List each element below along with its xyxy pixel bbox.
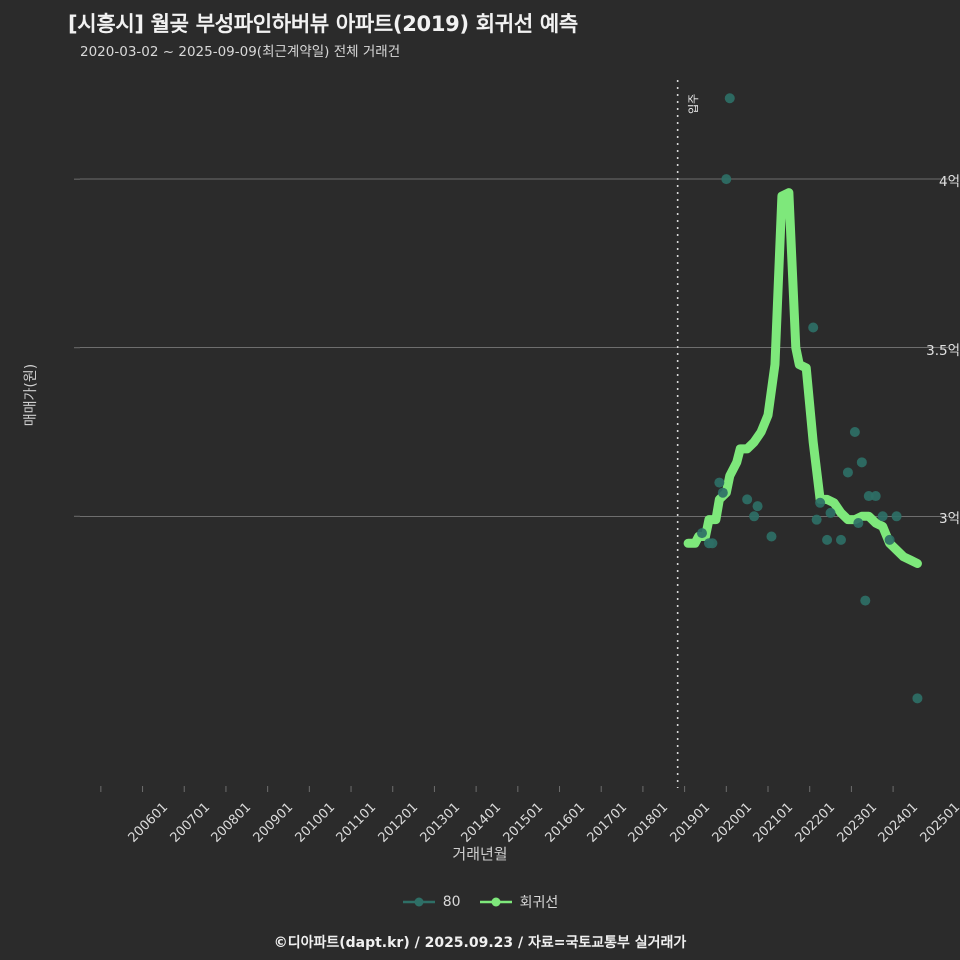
scatter-point xyxy=(811,514,822,525)
scatter-points xyxy=(696,93,923,704)
x-axis-title: 거래년월 xyxy=(452,845,508,863)
scatter-point xyxy=(724,93,735,104)
scatter-point xyxy=(822,534,833,545)
scatter-point xyxy=(853,518,864,529)
footer-credit: ©디아파트(dapt.kr) / 2025.09.23 / 자료=국토교통부 실… xyxy=(273,935,687,951)
scatter-point xyxy=(721,174,732,185)
legend-item[interactable]: 80 xyxy=(402,894,461,910)
scatter-point xyxy=(714,477,725,488)
scatter-point xyxy=(808,322,819,333)
x-tick-marks xyxy=(100,786,894,792)
scatter-point xyxy=(742,494,753,505)
y-tick-label: 3.5억 xyxy=(926,342,960,359)
regression-line xyxy=(683,188,922,568)
scatter-point xyxy=(860,595,871,606)
chart-legend: 80 회귀선 xyxy=(0,892,960,912)
y-axis-title: 매매가(원) xyxy=(23,363,39,427)
scatter-point xyxy=(815,497,826,508)
scatter-point xyxy=(835,534,846,545)
chart-subtitle: 2020-03-02 ~ 2025-09-09(최근계약일) 전체 거래건 xyxy=(80,44,401,60)
scatter-point xyxy=(825,507,836,518)
scatter-point xyxy=(884,534,895,545)
legend-marker-icon xyxy=(402,897,435,907)
gridlines xyxy=(74,178,948,517)
scatter-point xyxy=(891,511,902,522)
scatter-point xyxy=(717,487,728,498)
scatter-point xyxy=(877,511,888,522)
chart-title: [시흥시] 월곶 부성파인하버뷰 아파트(2019) 회귀선 예측 xyxy=(68,12,578,36)
y-tick-label: 4억 xyxy=(938,174,960,191)
legend-label: 회귀선 xyxy=(519,895,559,911)
scatter-point xyxy=(856,457,867,468)
y-tick-label: 3억 xyxy=(938,511,960,528)
scatter-point xyxy=(749,511,760,522)
legend-item[interactable]: 회귀선 xyxy=(479,892,559,912)
scatter-point xyxy=(842,467,853,478)
scatter-point xyxy=(696,528,707,539)
scatter-point xyxy=(870,491,881,502)
scatter-point xyxy=(912,693,923,704)
move-in-label: 입주 xyxy=(686,93,700,114)
scatter-point xyxy=(766,531,777,542)
scatter-point xyxy=(752,501,763,512)
legend-marker-icon xyxy=(479,897,512,907)
scatter-point xyxy=(849,427,860,437)
scatter-point xyxy=(707,538,718,549)
legend-label: 80 xyxy=(442,894,461,910)
scatter-point xyxy=(863,491,874,502)
